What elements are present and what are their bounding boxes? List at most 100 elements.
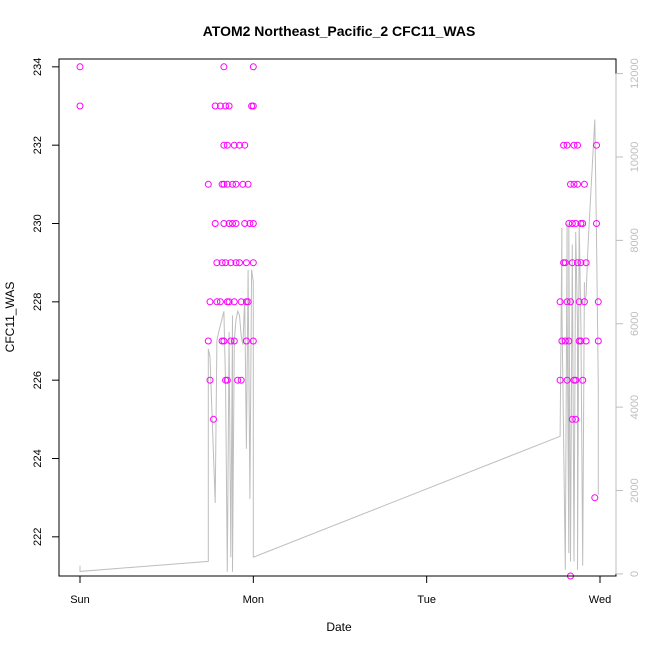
data-point [561, 259, 569, 267]
data-point [229, 180, 236, 188]
data-point [242, 259, 250, 267]
data-point [580, 180, 588, 188]
data-point [594, 298, 602, 306]
data-point [225, 220, 233, 227]
y2-tick-label: 8000 [629, 228, 641, 252]
data-point [594, 337, 602, 345]
data-point [213, 298, 221, 306]
data-point [232, 180, 240, 188]
data-point [227, 337, 235, 345]
data-point [225, 298, 233, 306]
data-point [76, 102, 84, 110]
data-point [232, 259, 240, 267]
data-point [591, 494, 599, 502]
data-point [582, 259, 590, 267]
data-point [561, 337, 569, 345]
data-point [249, 220, 257, 227]
data-point [570, 141, 578, 149]
x-axis-label: Date [326, 620, 352, 634]
data-point [229, 220, 236, 227]
data-point [241, 220, 249, 227]
data-point [558, 337, 566, 345]
data-point [220, 63, 228, 71]
plot-frame [58, 58, 617, 577]
data-point [246, 220, 254, 227]
data-point [244, 180, 252, 188]
data-point [560, 141, 568, 149]
data-point [567, 298, 574, 306]
data-point [220, 220, 228, 227]
data-point [230, 141, 238, 149]
x-tick-label: Wed [589, 594, 611, 606]
y-tick-label: 222 [32, 528, 44, 546]
data-point [249, 337, 257, 345]
data-point [213, 259, 221, 267]
y-tick-label: 234 [32, 58, 44, 76]
y-axis-label: CFC11_WAS [3, 282, 17, 353]
y-axis-right: 0 2000 4000 6000 8000 10000 12000 [615, 58, 641, 577]
data-point [567, 180, 574, 188]
data-point [232, 220, 240, 227]
x-axis: Sun Mon Tue Wed [70, 575, 611, 606]
data-point [563, 376, 571, 384]
y-tick-label: 228 [32, 293, 44, 311]
data-point [574, 141, 581, 149]
data-point [556, 298, 564, 306]
series-line-group [79, 119, 599, 572]
data-point [236, 259, 243, 267]
data-point [223, 180, 231, 188]
data-point [574, 259, 581, 267]
y2-tick-label: 6000 [629, 312, 641, 336]
data-point [210, 415, 217, 423]
data-point [574, 180, 581, 188]
y-tick-label: 232 [32, 136, 44, 154]
data-point [242, 337, 250, 345]
data-point [568, 259, 576, 267]
data-point [249, 102, 257, 110]
data-point [565, 220, 573, 227]
data-point [577, 259, 585, 267]
data-point [222, 259, 230, 267]
x-tick-label: Mon [243, 594, 264, 606]
data-point [556, 376, 564, 384]
data-point [220, 337, 228, 345]
x-tick-label: Tue [417, 594, 436, 606]
data-point [582, 337, 590, 345]
data-point [223, 141, 231, 149]
data-point [234, 376, 242, 384]
data-point [218, 259, 226, 267]
data-point [211, 220, 219, 227]
data-point [244, 298, 252, 306]
data-point [593, 141, 600, 149]
data-point [572, 376, 580, 384]
data-point [580, 298, 588, 306]
data-point [204, 180, 212, 188]
data-point [239, 180, 247, 188]
data-point [579, 376, 587, 384]
y2-tick-label: 10000 [629, 142, 641, 173]
data-point [230, 337, 238, 345]
data-point [593, 220, 600, 227]
data-point [237, 376, 245, 384]
y-tick-label: 230 [32, 214, 44, 232]
data-point [249, 259, 257, 267]
y2-tick-label: 12000 [629, 58, 641, 89]
data-point [227, 259, 235, 267]
data-point [568, 415, 576, 423]
data-point [220, 141, 228, 149]
data-point [230, 298, 238, 306]
data-point [568, 220, 576, 227]
y2-tick-label: 4000 [629, 395, 641, 419]
data-point [577, 337, 585, 345]
y-tick-label: 226 [32, 371, 44, 389]
data-point [211, 102, 219, 110]
data-point [563, 141, 571, 149]
data-point [236, 141, 243, 149]
data-point [225, 102, 233, 110]
data-point [76, 63, 84, 71]
chart-title: ATOM2 Northeast_Pacific_2 CFC11_WAS [203, 23, 476, 39]
data-point [572, 220, 580, 227]
data-point [237, 298, 245, 306]
data-point [241, 141, 249, 149]
